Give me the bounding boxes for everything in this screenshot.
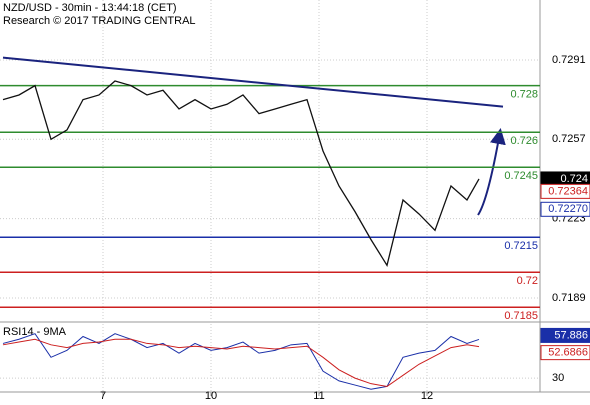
y-tick-label: 0.7257 — [552, 133, 586, 145]
x-tick-label: 7 — [100, 390, 106, 400]
x-tick-label: 12 — [421, 390, 433, 400]
trendline — [2, 56, 504, 108]
rsi-title: RSI14 - 9MA — [3, 326, 67, 338]
value-badge — [540, 345, 590, 361]
y-tick-label: 0.7189 — [552, 292, 586, 304]
level-label: 0.726 — [510, 135, 538, 147]
projection-arrow — [477, 128, 506, 216]
level-label: 0.7215 — [504, 240, 538, 252]
rsi-line — [2, 333, 480, 390]
price-label: 0.724 — [560, 173, 588, 185]
value-label: 52.6866 — [548, 347, 588, 359]
price-label: 0.72364 — [548, 185, 588, 197]
price-badge — [540, 183, 590, 199]
chart-title: NZD/USD - 30min - 13:44:18 (CET) — [3, 2, 177, 14]
level-label: 0.728 — [510, 89, 538, 101]
y-tick-label: 30 — [552, 372, 564, 384]
y-tick-label: 0.7291 — [552, 54, 586, 66]
rsi-line — [2, 338, 480, 387]
level-label: 0.7185 — [504, 310, 538, 322]
price-label: 0.72270 — [548, 203, 588, 215]
x-tick-label: 10 — [205, 390, 217, 400]
price-line — [2, 80, 480, 267]
x-tick-label: 11 — [313, 390, 324, 400]
level-label: 0.72 — [517, 275, 538, 287]
level-label: 0.7245 — [504, 170, 538, 182]
chart-subtitle: Research © 2017 TRADING CENTRAL — [3, 15, 196, 27]
value-label: 57.886 — [554, 329, 588, 341]
price-badge — [540, 201, 590, 217]
value-badge — [540, 327, 590, 343]
